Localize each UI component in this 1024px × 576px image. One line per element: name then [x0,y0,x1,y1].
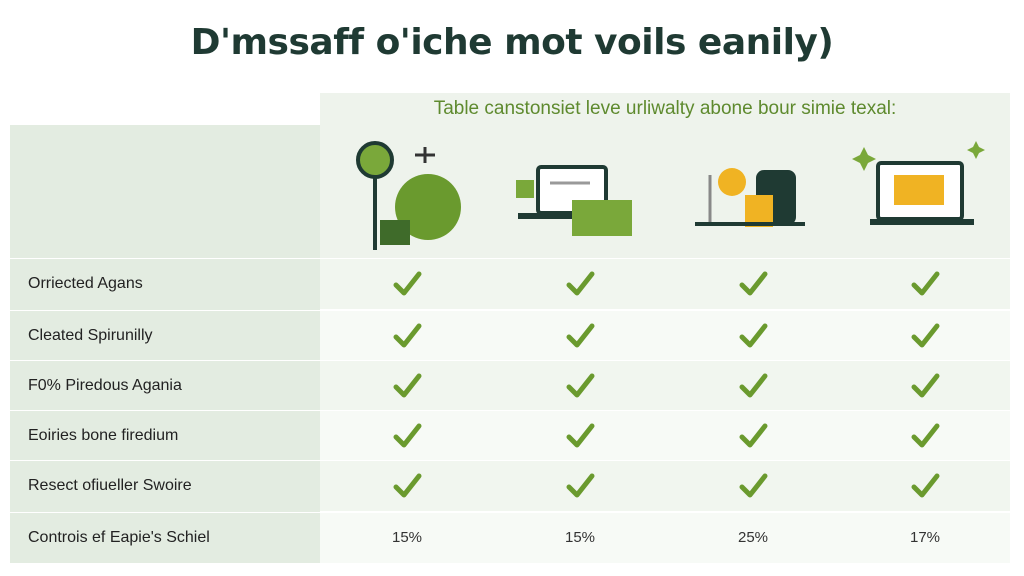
check-mark [393,373,422,398]
comparison-table: Orriected Agans Cleated Spirunilly F0% Pir… [10,125,1010,563]
check-mark [566,323,595,348]
check-icon [739,323,768,348]
check-icon [911,373,940,398]
check-icon [566,473,595,498]
row-label: Eoiries bone firedium [28,427,179,444]
check-icon [393,323,422,348]
icon-laptop [516,165,632,236]
table-row: Resect ofiueller Swoire [10,460,1010,511]
check-icon [566,271,595,296]
check-icon [566,423,595,448]
subtitle: Table canstonsiet leve urliwalty abone b… [433,98,897,119]
check-mark [911,473,940,498]
check-icon [911,271,940,296]
table-row: Controis ef Eapie's Schiel 15% 15% 25% 17% [10,512,1010,563]
row-label: Cleated Spirunilly [28,327,153,344]
row-label: Resect ofiueller Swoire [28,477,192,494]
icon-lab [695,168,805,227]
cell-text: 25% [737,529,769,546]
check-icon [911,473,940,498]
check-mark [911,423,940,448]
check-mark [566,473,595,498]
check-icon [393,373,422,398]
check-mark [566,423,595,448]
row-label: Controis ef Eapie's Schiel [28,529,210,546]
check-icon [566,373,595,398]
check-mark [739,373,768,398]
check-icon [739,473,768,498]
check-icon [393,423,422,448]
check-mark [393,423,422,448]
table-row: Eoiries bone firedium [10,410,1010,461]
icon-monitor [852,141,985,225]
title: D'mssaff o'iche mot voils eanily) [190,22,834,63]
check-mark [739,271,768,296]
check-icon [566,323,595,348]
check-mark [739,473,768,498]
cell-text: 15% [564,529,596,546]
check-icon [911,423,940,448]
check-mark [393,473,422,498]
table-row: Cleated Spirunilly [10,310,1010,361]
check-mark [911,373,940,398]
check-mark [911,271,940,296]
row-label: F0% Piredous Agania [28,377,182,394]
check-mark [739,323,768,348]
cell-text: 17% [909,529,941,546]
check-icon [739,423,768,448]
check-mark [393,323,422,348]
check-icon [911,323,940,348]
row-label: Orriected Agans [28,275,143,292]
check-mark [393,271,422,296]
check-mark [566,271,595,296]
check-mark [739,423,768,448]
icon-globe [356,141,461,250]
table-row: F0% Piredous Agania [10,360,1010,411]
table-row: Orriected Agans [10,258,1010,309]
check-icon [393,271,422,296]
check-icon [739,271,768,296]
check-icon [393,473,422,498]
check-icon [739,373,768,398]
cell-text: 15% [391,529,423,546]
icons [356,141,985,250]
check-mark [566,373,595,398]
check-mark [911,323,940,348]
subtitle-panel [320,93,1010,133]
